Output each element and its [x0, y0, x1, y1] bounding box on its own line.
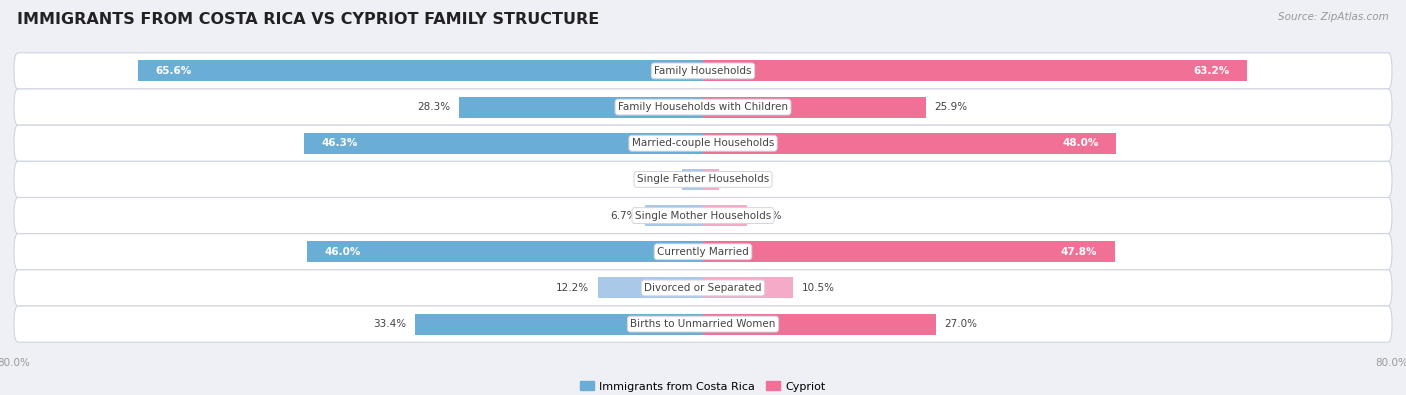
Text: 25.9%: 25.9%	[935, 102, 967, 112]
Bar	[703, 97, 927, 118]
Text: 47.8%: 47.8%	[1062, 247, 1098, 257]
FancyBboxPatch shape	[14, 234, 1392, 270]
Bar	[703, 169, 718, 190]
Text: 2.4%: 2.4%	[647, 175, 673, 184]
Text: 5.1%: 5.1%	[755, 211, 782, 220]
Text: 46.0%: 46.0%	[323, 247, 360, 257]
Text: 48.0%: 48.0%	[1063, 138, 1099, 148]
Text: Source: ZipAtlas.com: Source: ZipAtlas.com	[1278, 12, 1389, 22]
Text: 46.3%: 46.3%	[322, 138, 359, 148]
Text: Married-couple Households: Married-couple Households	[631, 138, 775, 148]
Bar	[703, 277, 793, 298]
Text: Single Mother Households: Single Mother Households	[636, 211, 770, 220]
Bar	[138, 60, 703, 81]
Text: 28.3%: 28.3%	[418, 102, 451, 112]
Legend: Immigrants from Costa Rica, Cypriot: Immigrants from Costa Rica, Cypriot	[576, 377, 830, 395]
Bar	[304, 133, 703, 154]
Bar	[598, 277, 703, 298]
Text: 1.8%: 1.8%	[727, 175, 754, 184]
Text: 6.7%: 6.7%	[610, 211, 637, 220]
FancyBboxPatch shape	[14, 125, 1392, 161]
Text: Family Households: Family Households	[654, 66, 752, 76]
Bar	[703, 60, 1247, 81]
FancyBboxPatch shape	[14, 306, 1392, 342]
FancyBboxPatch shape	[14, 53, 1392, 89]
Text: Currently Married: Currently Married	[657, 247, 749, 257]
Bar	[645, 205, 703, 226]
Text: 63.2%: 63.2%	[1194, 66, 1230, 76]
Text: Births to Unmarried Women: Births to Unmarried Women	[630, 319, 776, 329]
Text: 33.4%: 33.4%	[374, 319, 406, 329]
FancyBboxPatch shape	[14, 270, 1392, 306]
FancyBboxPatch shape	[14, 198, 1392, 234]
Text: Family Households with Children: Family Households with Children	[619, 102, 787, 112]
Bar	[415, 314, 703, 335]
Bar	[703, 314, 935, 335]
FancyBboxPatch shape	[14, 89, 1392, 125]
Text: 65.6%: 65.6%	[155, 66, 191, 76]
Text: 10.5%: 10.5%	[801, 283, 835, 293]
Text: Single Father Households: Single Father Households	[637, 175, 769, 184]
Bar	[460, 97, 703, 118]
FancyBboxPatch shape	[14, 161, 1392, 198]
Text: 27.0%: 27.0%	[945, 319, 977, 329]
Bar	[307, 241, 703, 262]
Text: IMMIGRANTS FROM COSTA RICA VS CYPRIOT FAMILY STRUCTURE: IMMIGRANTS FROM COSTA RICA VS CYPRIOT FA…	[17, 12, 599, 27]
Bar	[682, 169, 703, 190]
Text: 12.2%: 12.2%	[557, 283, 589, 293]
Bar	[703, 205, 747, 226]
Text: Divorced or Separated: Divorced or Separated	[644, 283, 762, 293]
Bar	[703, 241, 1115, 262]
Bar	[703, 133, 1116, 154]
